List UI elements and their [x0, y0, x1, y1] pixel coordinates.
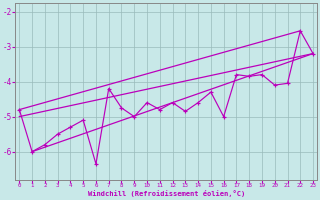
X-axis label: Windchill (Refroidissement éolien,°C): Windchill (Refroidissement éolien,°C) — [88, 190, 245, 197]
